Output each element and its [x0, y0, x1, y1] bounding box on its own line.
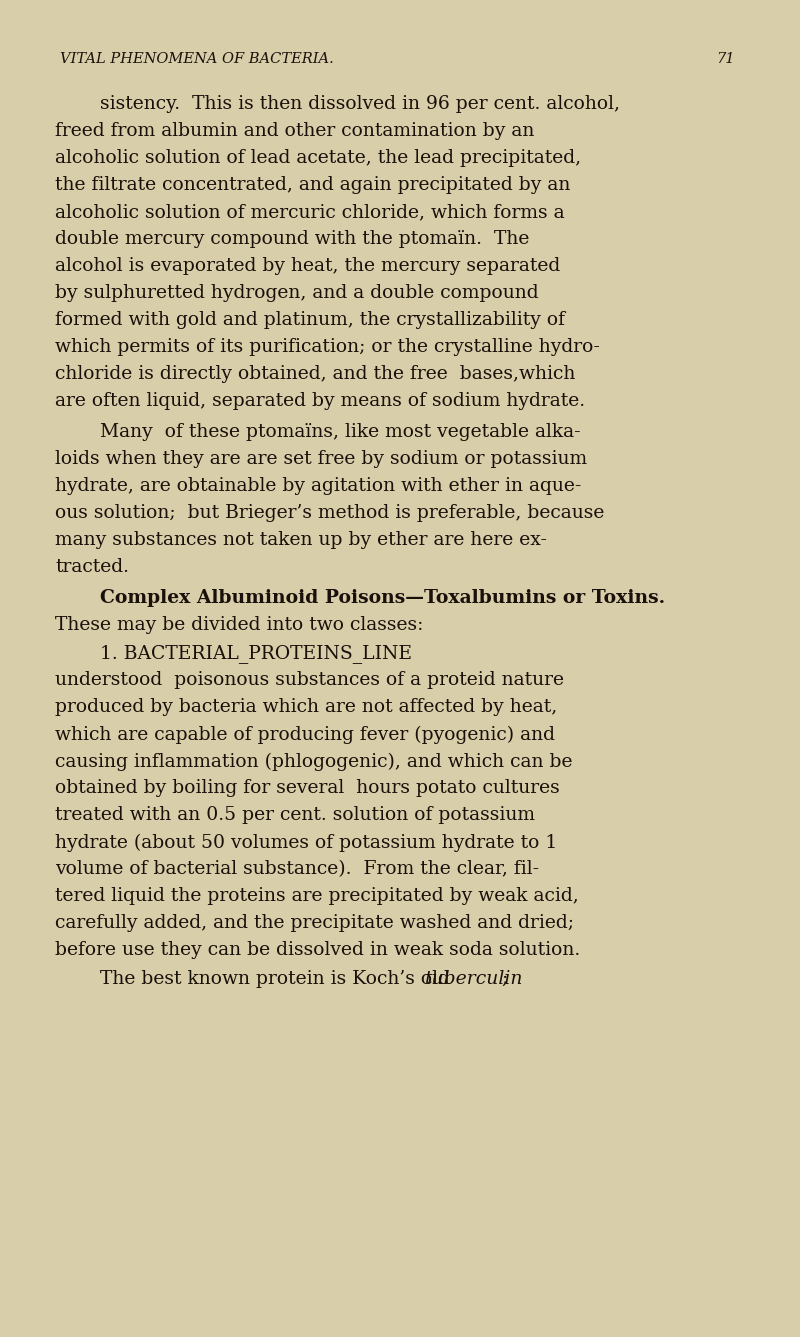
Text: chloride is directly obtained, and the free  bases,which: chloride is directly obtained, and the f…: [55, 365, 575, 382]
Text: tuberculin: tuberculin: [425, 969, 523, 988]
Text: freed from albumin and other contamination by an: freed from albumin and other contaminati…: [55, 122, 534, 140]
Text: which permits of its purification; or the crystalline hydro-: which permits of its purification; or th…: [55, 338, 600, 356]
Text: double mercury compound with the ptomaïn.  The: double mercury compound with the ptomaïn…: [55, 230, 530, 247]
Text: loids when they are are set free by sodium or potassium: loids when they are are set free by sodi…: [55, 451, 587, 468]
Text: carefully added, and the precipitate washed and dried;: carefully added, and the precipitate was…: [55, 915, 574, 932]
Text: by sulphuretted hydrogen, and a double compound: by sulphuretted hydrogen, and a double c…: [55, 283, 538, 302]
Text: formed with gold and platinum, the crystallizability of: formed with gold and platinum, the cryst…: [55, 312, 565, 329]
Text: Complex Albuminoid Poisons—Toxalbumins or Toxins.: Complex Albuminoid Poisons—Toxalbumins o…: [100, 590, 665, 607]
Text: treated with an 0.5 per cent. solution of potassium: treated with an 0.5 per cent. solution o…: [55, 806, 535, 825]
Text: Many  of these ptomaïns, like most vegetable alka-: Many of these ptomaïns, like most vegeta…: [100, 422, 581, 441]
Text: tered liquid the proteins are precipitated by weak acid,: tered liquid the proteins are precipitat…: [55, 888, 578, 905]
Text: These may be divided into two classes:: These may be divided into two classes:: [55, 616, 423, 634]
Text: VITAL PHENOMENA OF BACTERIA.: VITAL PHENOMENA OF BACTERIA.: [60, 52, 334, 66]
Text: many substances not taken up by ether are here ex-: many substances not taken up by ether ar…: [55, 531, 547, 550]
Text: alcohol is evaporated by heat, the mercury separated: alcohol is evaporated by heat, the mercu…: [55, 257, 560, 275]
Text: are often liquid, separated by means of sodium hydrate.: are often liquid, separated by means of …: [55, 392, 585, 410]
Text: alcoholic solution of mercuric chloride, which forms a: alcoholic solution of mercuric chloride,…: [55, 203, 565, 221]
Text: produced by bacteria which are not affected by heat,: produced by bacteria which are not affec…: [55, 698, 558, 717]
Text: volume of bacterial substance).  From the clear, fil-: volume of bacterial substance). From the…: [55, 861, 539, 878]
Text: causing inflammation (phlogogenic), and which can be: causing inflammation (phlogogenic), and …: [55, 753, 573, 770]
Text: hydrate, are obtainable by agitation with ether in aque-: hydrate, are obtainable by agitation wit…: [55, 477, 582, 495]
Text: which are capable of producing fever (pyogenic) and: which are capable of producing fever (py…: [55, 726, 555, 743]
Text: sistency.  This is then dissolved in 96 per cent. alcohol,: sistency. This is then dissolved in 96 p…: [100, 95, 620, 114]
Text: hydrate (about 50 volumes of potassium hydrate to 1: hydrate (about 50 volumes of potassium h…: [55, 833, 558, 852]
Text: ous solution;  but Brieger’s method is preferable, because: ous solution; but Brieger’s method is pr…: [55, 504, 604, 521]
Text: tracted.: tracted.: [55, 558, 129, 576]
Text: the filtrate concentrated, and again precipitated by an: the filtrate concentrated, and again pre…: [55, 176, 570, 194]
Text: The best known protein is Koch’s old: The best known protein is Koch’s old: [100, 969, 456, 988]
Text: understood  poisonous substances of a proteid nature: understood poisonous substances of a pro…: [55, 671, 564, 690]
Text: obtained by boiling for several  hours potato cultures: obtained by boiling for several hours po…: [55, 779, 560, 797]
Text: alcoholic solution of lead acetate, the lead precipitated,: alcoholic solution of lead acetate, the …: [55, 148, 581, 167]
Text: 71: 71: [717, 52, 735, 66]
Text: before use they can be dissolved in weak soda solution.: before use they can be dissolved in weak…: [55, 941, 580, 960]
Text: 1. BACTERIAL_PROTEINS_LINE: 1. BACTERIAL_PROTEINS_LINE: [100, 644, 412, 663]
Text: ;: ;: [501, 969, 507, 988]
